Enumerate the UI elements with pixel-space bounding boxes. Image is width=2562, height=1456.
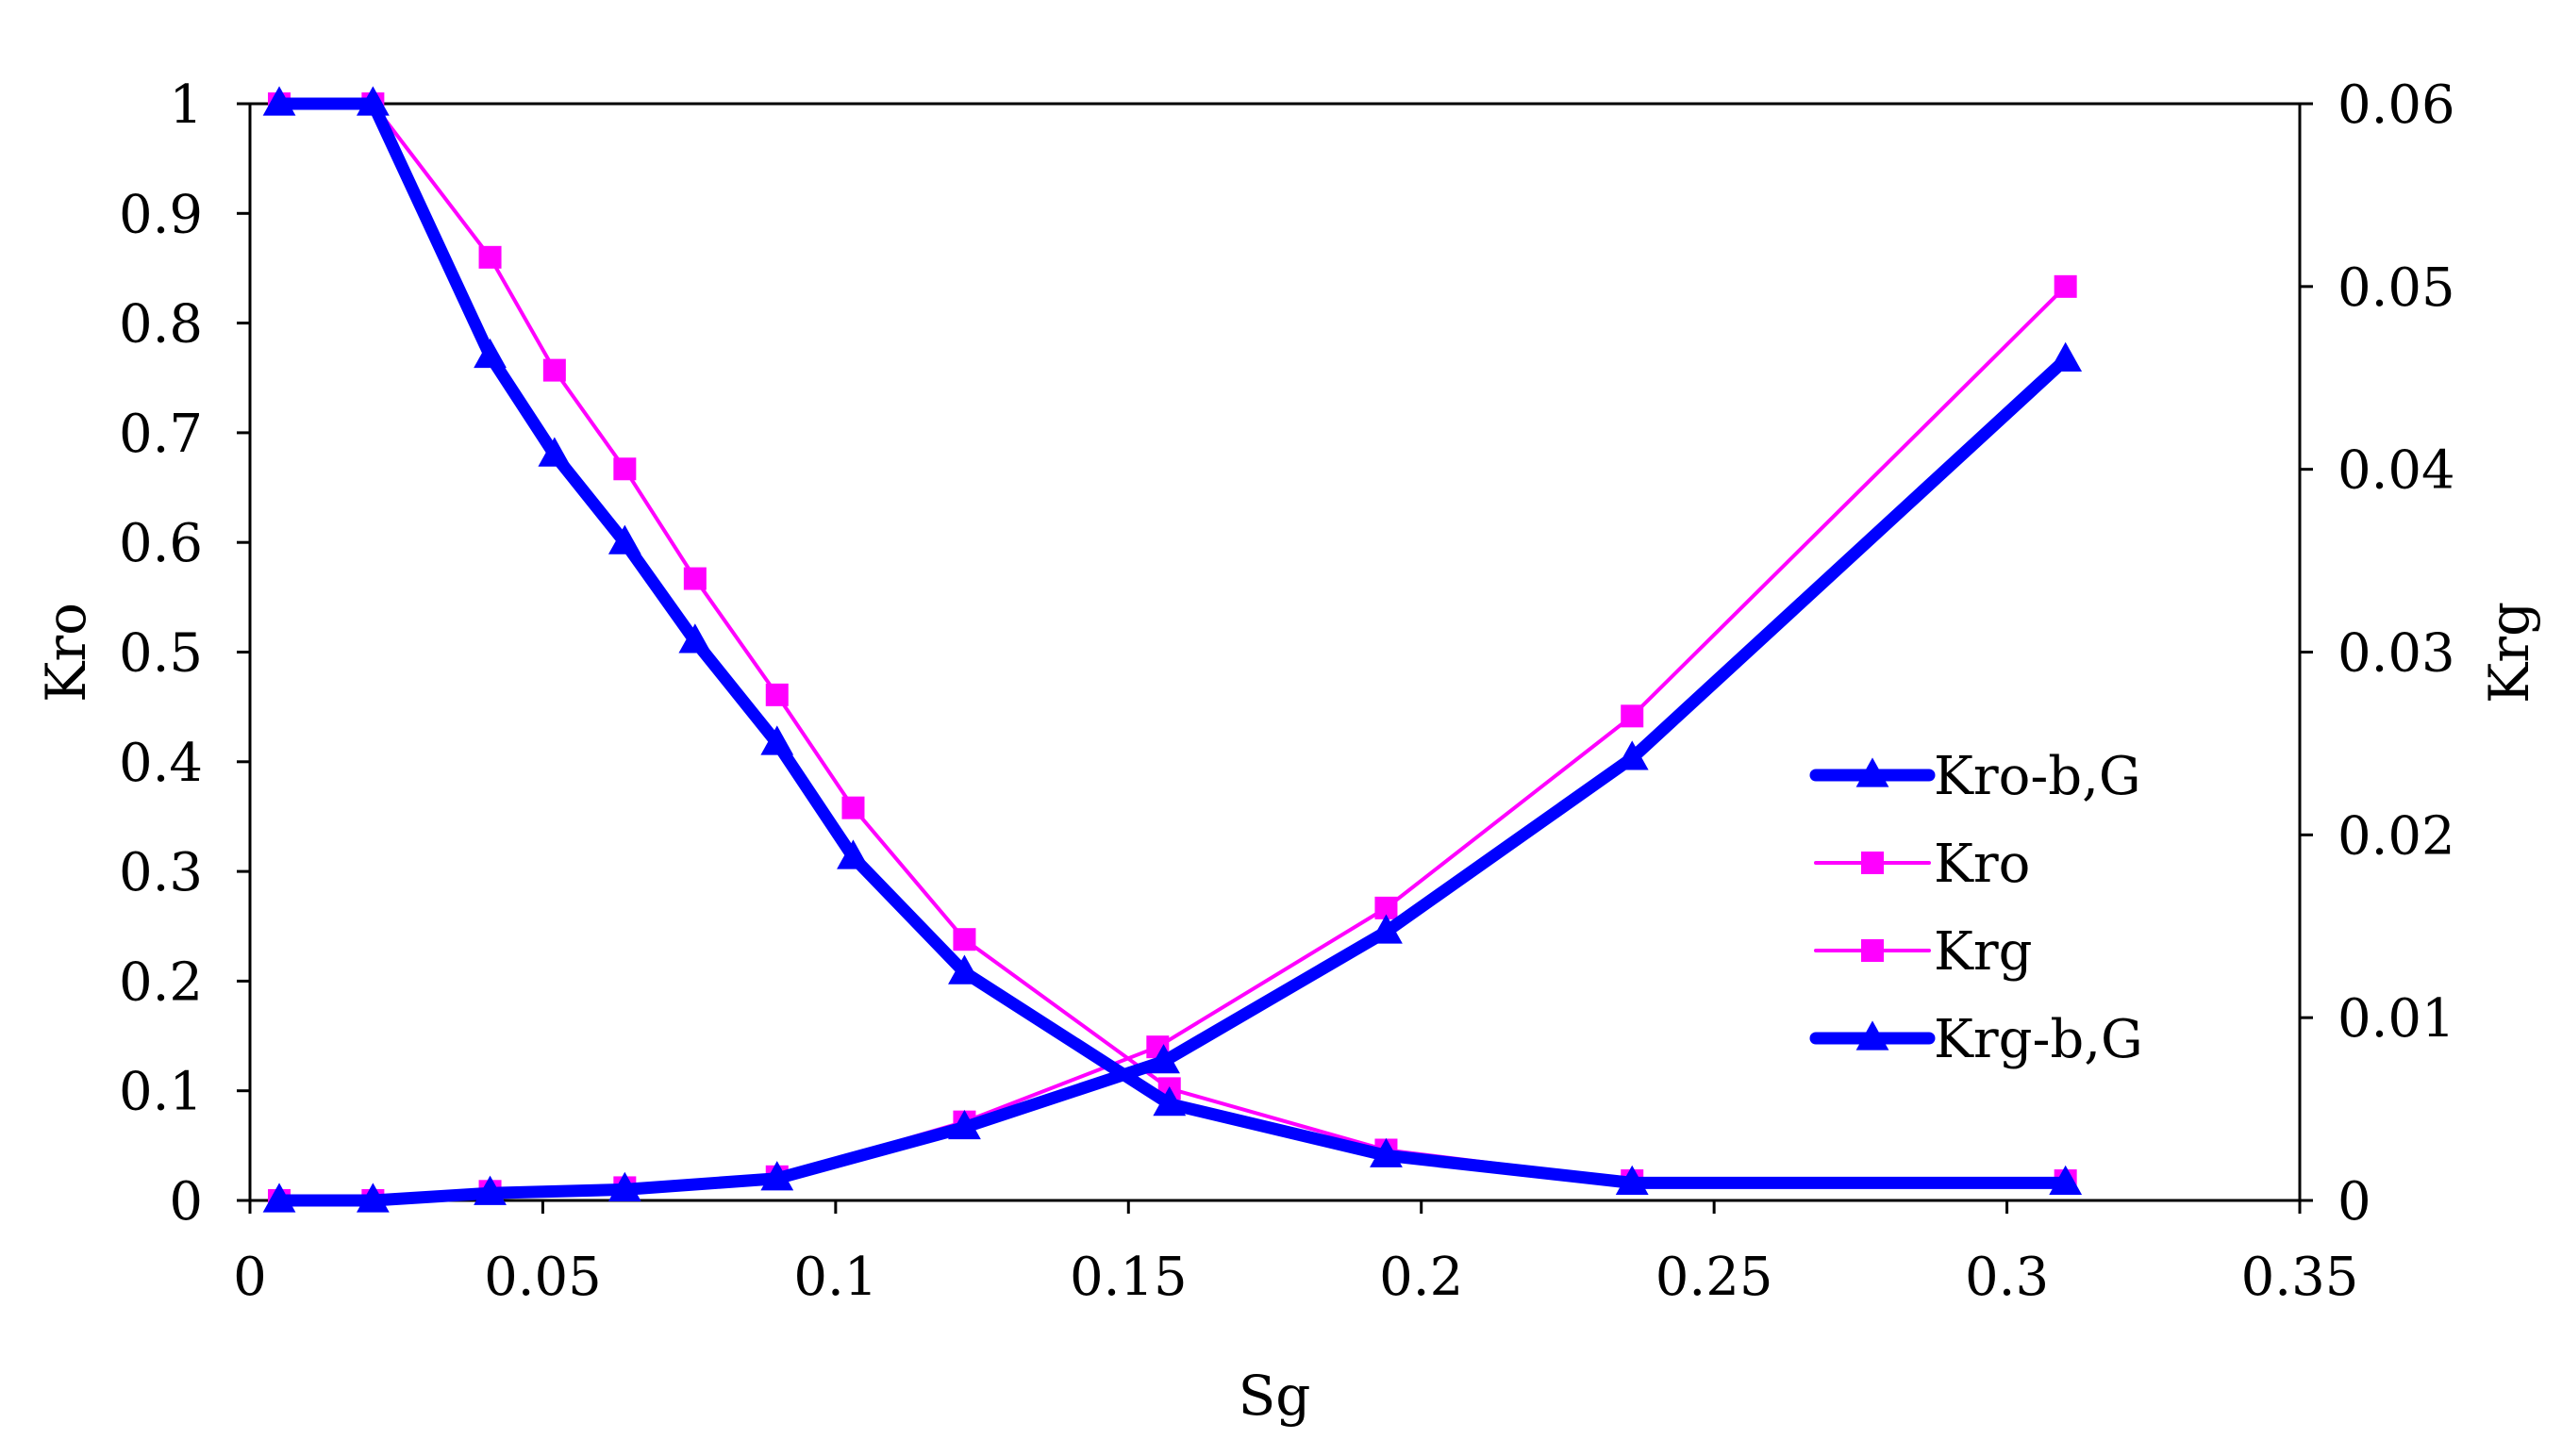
x-tick-label: 0.2 — [1379, 1247, 1463, 1308]
data-point — [474, 1175, 507, 1205]
y-tick-label: 1 — [169, 74, 203, 136]
legend: Kro-b,G Kro Krg Krg-b,G — [1809, 746, 2143, 1070]
data-point — [474, 338, 507, 369]
data-point — [760, 1161, 794, 1191]
y-tick-label: 0 — [169, 1171, 203, 1233]
y-tick-label: 0.6 — [119, 513, 203, 574]
x-axis-title: Sg — [1239, 1364, 1311, 1428]
series-krg-b-g — [262, 341, 2083, 1213]
y2-tick-label: 0.06 — [2337, 74, 2455, 136]
data-point — [607, 1171, 641, 1201]
data-point — [613, 457, 637, 481]
x-tick-label: 0.15 — [1070, 1247, 1188, 1308]
y-axis-left: 0 0.1 0.2 0.3 0.4 0.5 0.6 0.7 0.8 0.9 1 — [119, 74, 250, 1233]
legend-swatch-marker — [1861, 852, 1884, 874]
x-tick-label: 0.05 — [484, 1247, 602, 1308]
data-point — [2049, 341, 2083, 372]
plot-frame — [248, 102, 2302, 1202]
data-point — [683, 567, 707, 590]
data-point — [948, 954, 981, 984]
data-point — [1615, 740, 1649, 770]
data-point — [953, 928, 976, 951]
data-point — [1370, 914, 1403, 944]
legend-label: Krg — [1934, 921, 2032, 983]
data-point — [1370, 1137, 1403, 1167]
y-tick-label: 0.1 — [119, 1062, 203, 1123]
y-tick-label: 0.7 — [119, 404, 203, 465]
series-layer — [262, 86, 2083, 1213]
x-tick-label: 0.3 — [1965, 1247, 2049, 1308]
y2-tick-label: 0.03 — [2337, 623, 2455, 685]
y-tick-label: 0.4 — [119, 733, 203, 794]
data-point — [1615, 1165, 1649, 1195]
x-tick-label: 0.35 — [2241, 1247, 2359, 1308]
legend-swatch-marker — [1855, 757, 1889, 787]
data-point — [262, 1183, 296, 1213]
legend-label: Krg-b,G — [1934, 1009, 2143, 1070]
data-point — [837, 839, 870, 869]
data-point — [948, 1109, 981, 1140]
data-point — [765, 683, 789, 706]
data-point — [356, 1183, 390, 1213]
legend-label: Kro — [1934, 834, 2030, 895]
data-point — [1621, 704, 1644, 728]
data-point — [356, 86, 390, 116]
y2-tick-label: 0 — [2337, 1171, 2371, 1233]
legend-entry: Kro — [1814, 834, 2030, 895]
data-point — [2049, 1165, 2083, 1195]
data-point — [2054, 274, 2077, 298]
x-axis: 0 0.05 0.1 0.15 0.2 0.25 0.3 0.35 — [233, 1200, 2358, 1308]
x-tick-label: 0 — [233, 1247, 267, 1308]
x-tick-label: 0.25 — [1655, 1247, 1773, 1308]
legend-entry: Krg — [1814, 921, 2032, 983]
data-point — [760, 725, 794, 755]
y2-axis-title: Krg — [2477, 602, 2541, 703]
data-point — [607, 524, 641, 554]
data-point — [678, 623, 712, 654]
y-tick-label: 0.3 — [119, 842, 203, 903]
y2-tick-label: 0.05 — [2337, 257, 2455, 319]
y-tick-label: 0.2 — [119, 951, 203, 1013]
data-point — [1147, 1044, 1180, 1074]
y-tick-label: 0.9 — [119, 184, 203, 245]
plot-area — [248, 102, 2302, 1202]
y2-tick-label: 0.01 — [2337, 988, 2455, 1050]
legend-entry: Kro-b,G — [1809, 746, 2141, 807]
y2-tick-label: 0.02 — [2337, 805, 2455, 867]
data-point — [542, 358, 566, 382]
legend-swatch-marker — [1861, 939, 1884, 962]
legend-entry: Krg-b,G — [1809, 1009, 2143, 1070]
x-tick-label: 0.1 — [793, 1247, 877, 1308]
data-point — [478, 245, 502, 269]
y-axis-title: Kro — [34, 603, 98, 703]
data-point — [262, 86, 296, 116]
y-tick-label: 0.5 — [119, 623, 203, 685]
data-point — [538, 437, 572, 467]
data-point — [841, 796, 865, 819]
series-line-krg-b-g — [273, 353, 2072, 1207]
y2-tick-label: 0.04 — [2337, 440, 2455, 502]
y-tick-label: 0.8 — [119, 294, 203, 356]
data-point — [1153, 1086, 1187, 1117]
legend-swatch-marker — [1855, 1020, 1889, 1051]
series-kro-b-g — [262, 86, 2083, 1195]
y-axis-right: 0 0.01 0.02 0.03 0.04 0.05 0.06 — [2300, 74, 2455, 1233]
legend-label: Kro-b,G — [1934, 746, 2141, 807]
